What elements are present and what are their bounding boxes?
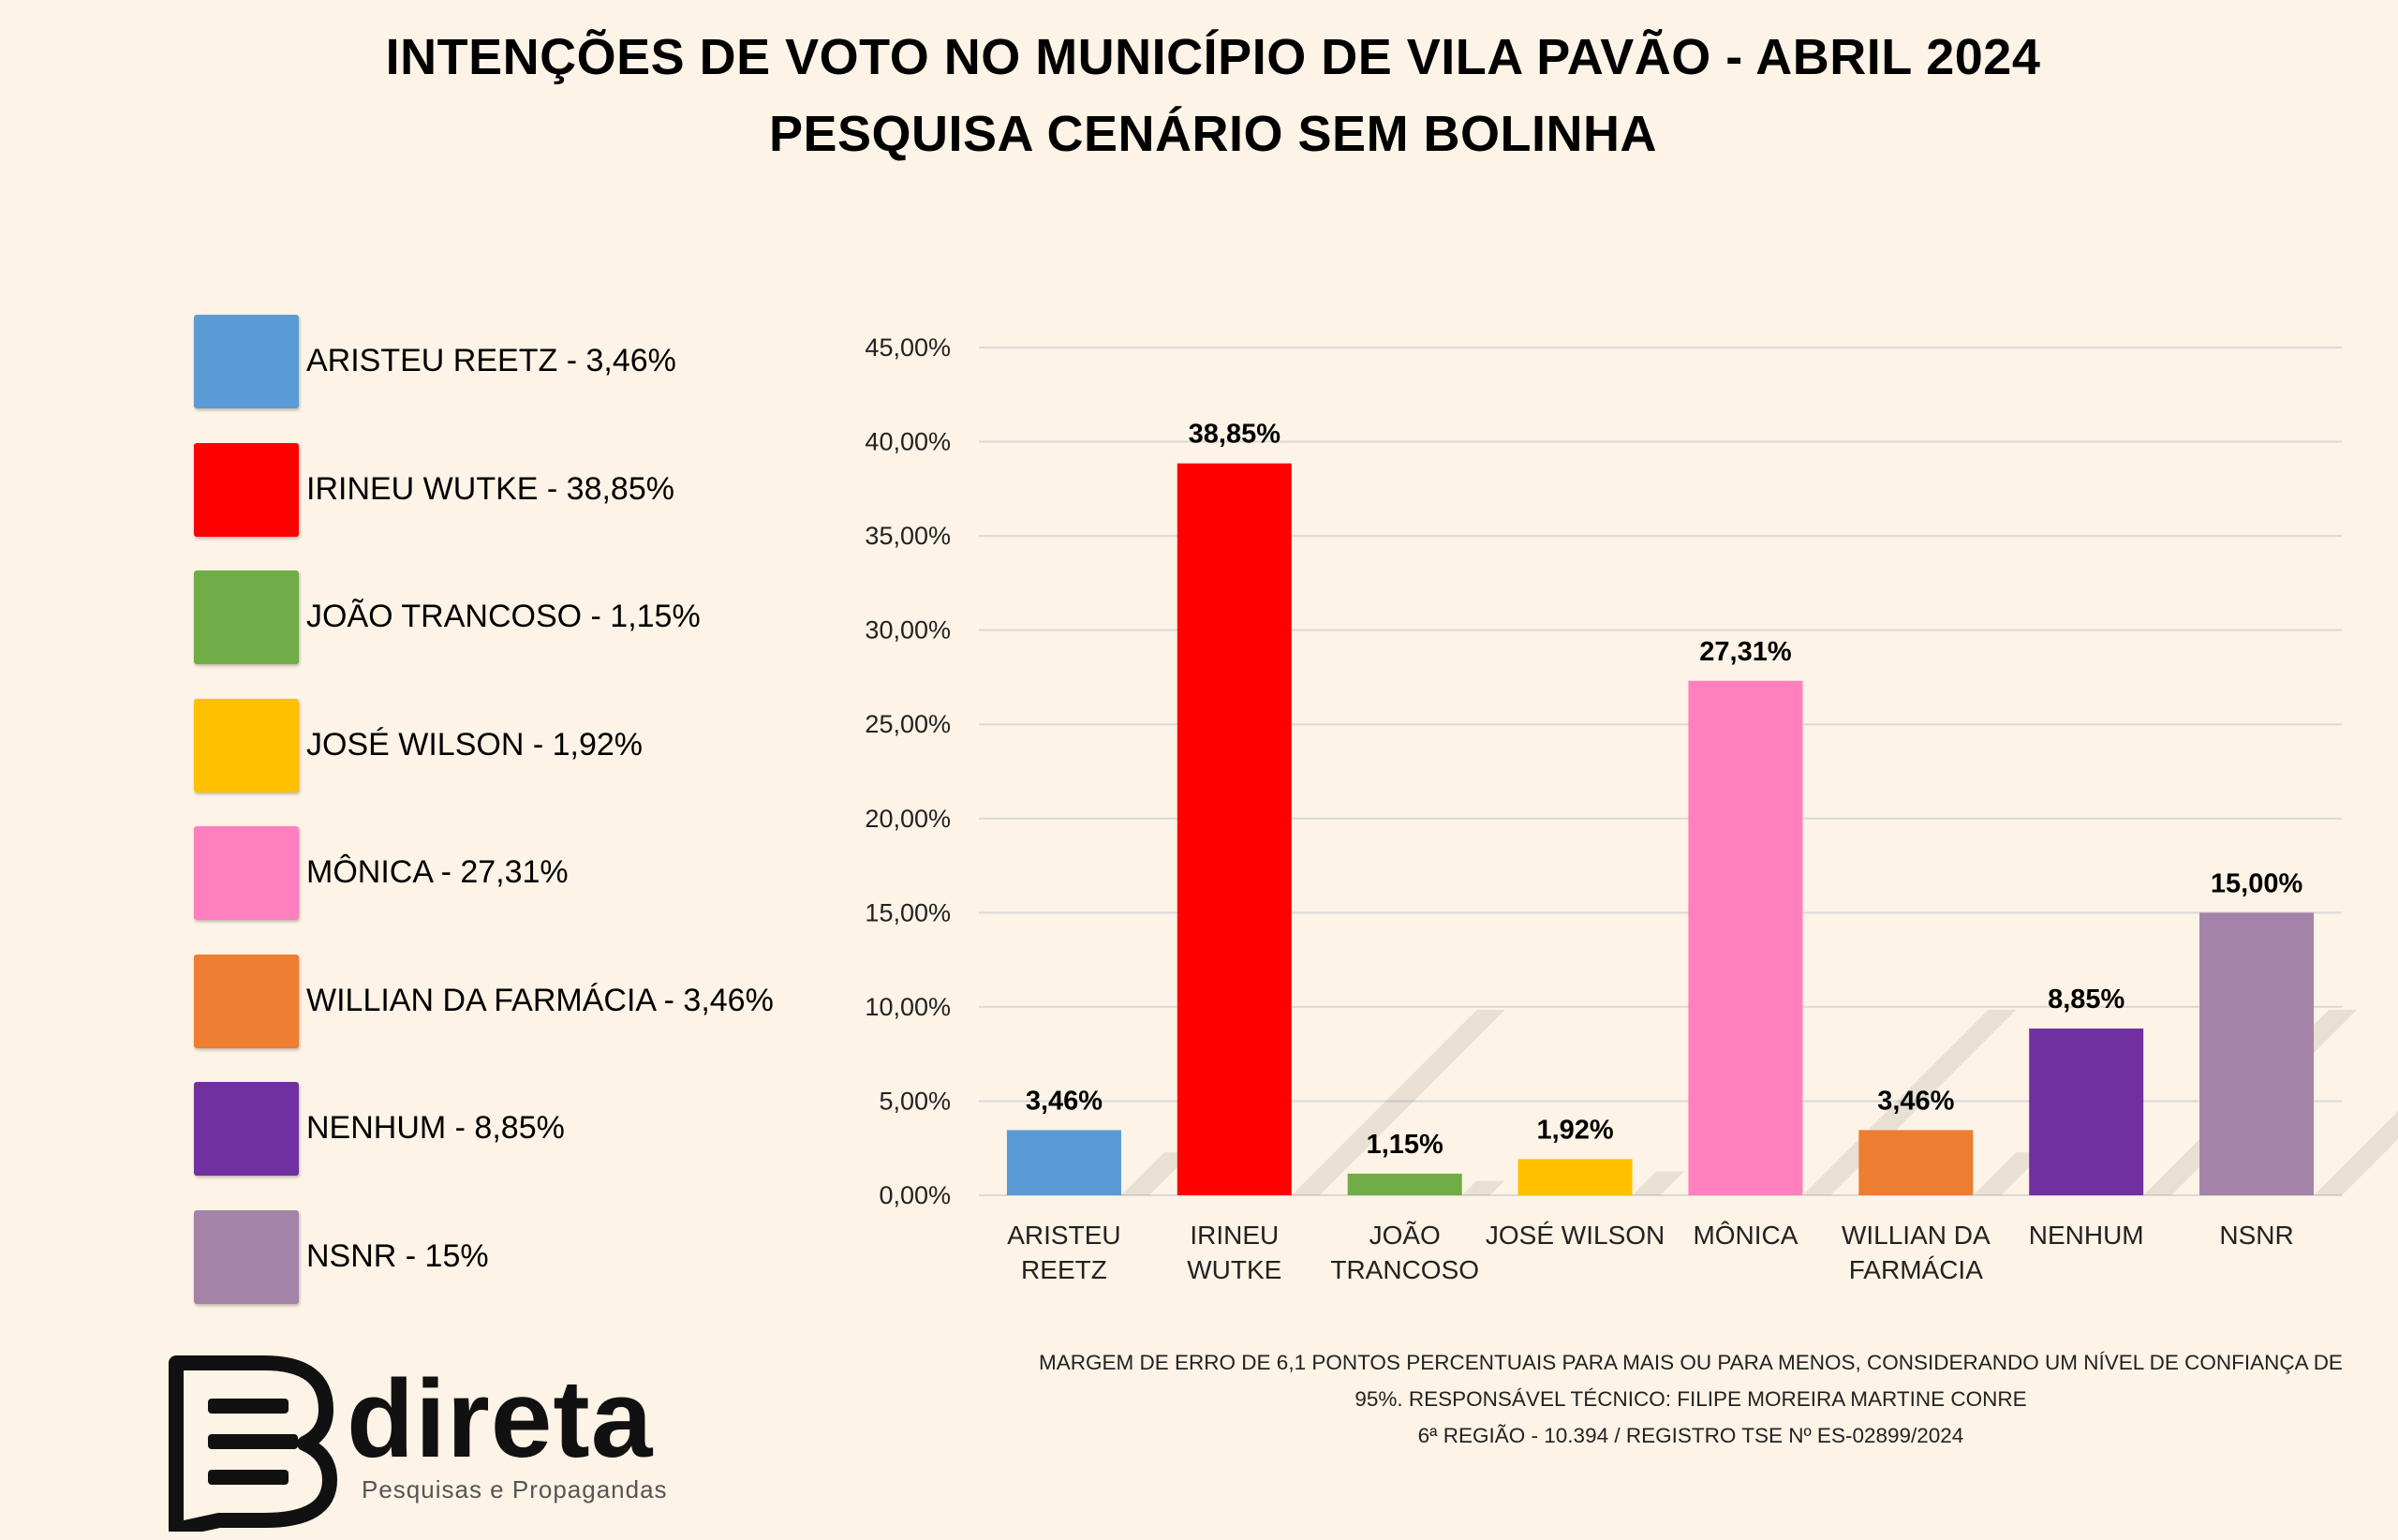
logo-tagline: Pesquisas e Propagandas [362,1475,668,1503]
x-category-label: REETZ [1021,1255,1107,1284]
logo-mark-icon [169,1355,337,1532]
bar [1177,463,1292,1195]
legend-swatch [194,315,299,408]
y-tick-label: 30,00% [865,616,951,644]
footnote: MARGEM DE ERRO DE 6,1 PONTOS PERCENTUAIS… [1002,1344,2379,1454]
x-category-label: IRINEU [1190,1221,1279,1250]
legend-swatch [194,1082,299,1176]
legend-label: JOSÉ WILSON - 1,92% [306,726,643,763]
x-axis-labels: ARISTEU REETZ IRINEU WUTKE JOÃO TRANCOSOJOSÉ … [1007,1221,2293,1284]
value-label: 1,92% [1536,1115,1613,1145]
bar-shadow [1973,1152,2045,1195]
legend-swatch [194,698,299,792]
x-category-label: NSNR [2219,1221,2293,1250]
legend-label: MÔNICA - 27,31% [306,854,569,890]
y-tick-label: 15,00% [865,898,951,926]
y-axis-ticks: 0,00% 5,00% 10,00% 15,00% 20,00% 25,00% 30,00%… [865,333,951,1209]
bar-shadow [1802,1010,2017,1195]
y-tick-label: 40,00% [865,428,951,456]
value-label: 15,00% [2211,868,2303,898]
y-tick-label: 35,00% [865,522,951,550]
bar [1006,1130,1121,1195]
y-tick-label: 10,00% [865,993,951,1021]
x-category-label: WUTKE [1187,1255,1281,1284]
legend-label: JOÃO TRANCOSO - 1,15% [306,599,701,634]
direta-logo: direta Pesquisas e Propagandas [159,1354,684,1532]
bar [1688,680,1803,1195]
x-category-label: NENHUM [2029,1221,2144,1250]
legend-label: NENHUM - 8,85% [306,1110,565,1146]
bar-shadow [2314,1111,2398,1195]
footnote-line: MARGEM DE ERRO DE 6,1 PONTOS PERCENTUAIS… [1039,1351,2343,1374]
bar [1347,1173,1462,1195]
value-labels: 3,46% 38,85% 1,15% 1,92% 27,31% 3,46% 8,85% 15,… [1026,420,2303,1160]
legend-swatch [194,954,299,1048]
bar [2199,912,2315,1195]
bar-shadow [1632,1171,1685,1195]
bar-shadow [1120,1152,1192,1195]
legend-swatch [194,442,299,537]
legend-label: ARISTEU REETZ - 3,46% [306,343,676,378]
value-label: 38,85% [1189,420,1281,450]
bar [1858,1130,1974,1195]
x-category-label: JOSÉ WILSON [1486,1221,1665,1250]
y-tick-label: 45,00% [865,333,951,362]
legend-swatch [194,570,299,664]
x-category-label: MÔNICA [1693,1221,1798,1250]
x-category-label: WILLIAN DA [1842,1221,1991,1250]
legend-label: WILLIAN DA FARMÁCIA - 3,46% [306,982,774,1018]
legend-swatch [194,1209,299,1304]
value-label: 3,46% [1877,1086,1954,1116]
y-tick-label: 0,00% [879,1181,951,1209]
logo-wordmark: direta [347,1357,654,1481]
legend-swatch [194,826,299,920]
x-category-label: ARISTEU [1007,1221,1120,1250]
chart-title: INTENÇÕES DE VOTO NO MUNICÍPIO DE VILA P… [385,29,2041,85]
x-category-label: JOÃO [1369,1221,1441,1250]
bar [1517,1159,1633,1195]
bar-shadow [1291,1010,1505,1195]
y-tick-label: 20,00% [865,805,951,833]
value-label: 3,46% [1026,1086,1103,1116]
chart-subtitle: PESQUISA CENÁRIO SEM BOLINHA [768,106,1658,162]
x-category-label: FARMÁCIA [1849,1255,1983,1284]
bar [2029,1029,2144,1195]
x-category-label: TRANCOSO [1330,1255,1479,1284]
value-label: 1,15% [1367,1130,1443,1160]
bar-shadow [1461,1180,1504,1195]
y-tick-label: 25,00% [865,710,951,738]
legend-label: NSNR - 15% [306,1237,489,1274]
footnote-line: 6ª REGIÃO - 10.394 / REGISTRO TSE Nº ES-… [1417,1424,1964,1447]
footnote-line: 95%. RESPONSÁVEL TÉCNICO: FILIPE MOREIRA… [1354,1387,2027,1411]
bars [1006,463,2315,1195]
bar-chart: 0,00% 5,00% 10,00% 15,00% 20,00% 25,00% 30,00%… [865,333,2398,1284]
legend-label: IRINEU WUTKE - 38,85% [306,470,674,507]
value-label: 27,31% [1699,637,1792,667]
value-label: 8,85% [2048,985,2124,1014]
y-tick-label: 5,00% [879,1087,951,1115]
